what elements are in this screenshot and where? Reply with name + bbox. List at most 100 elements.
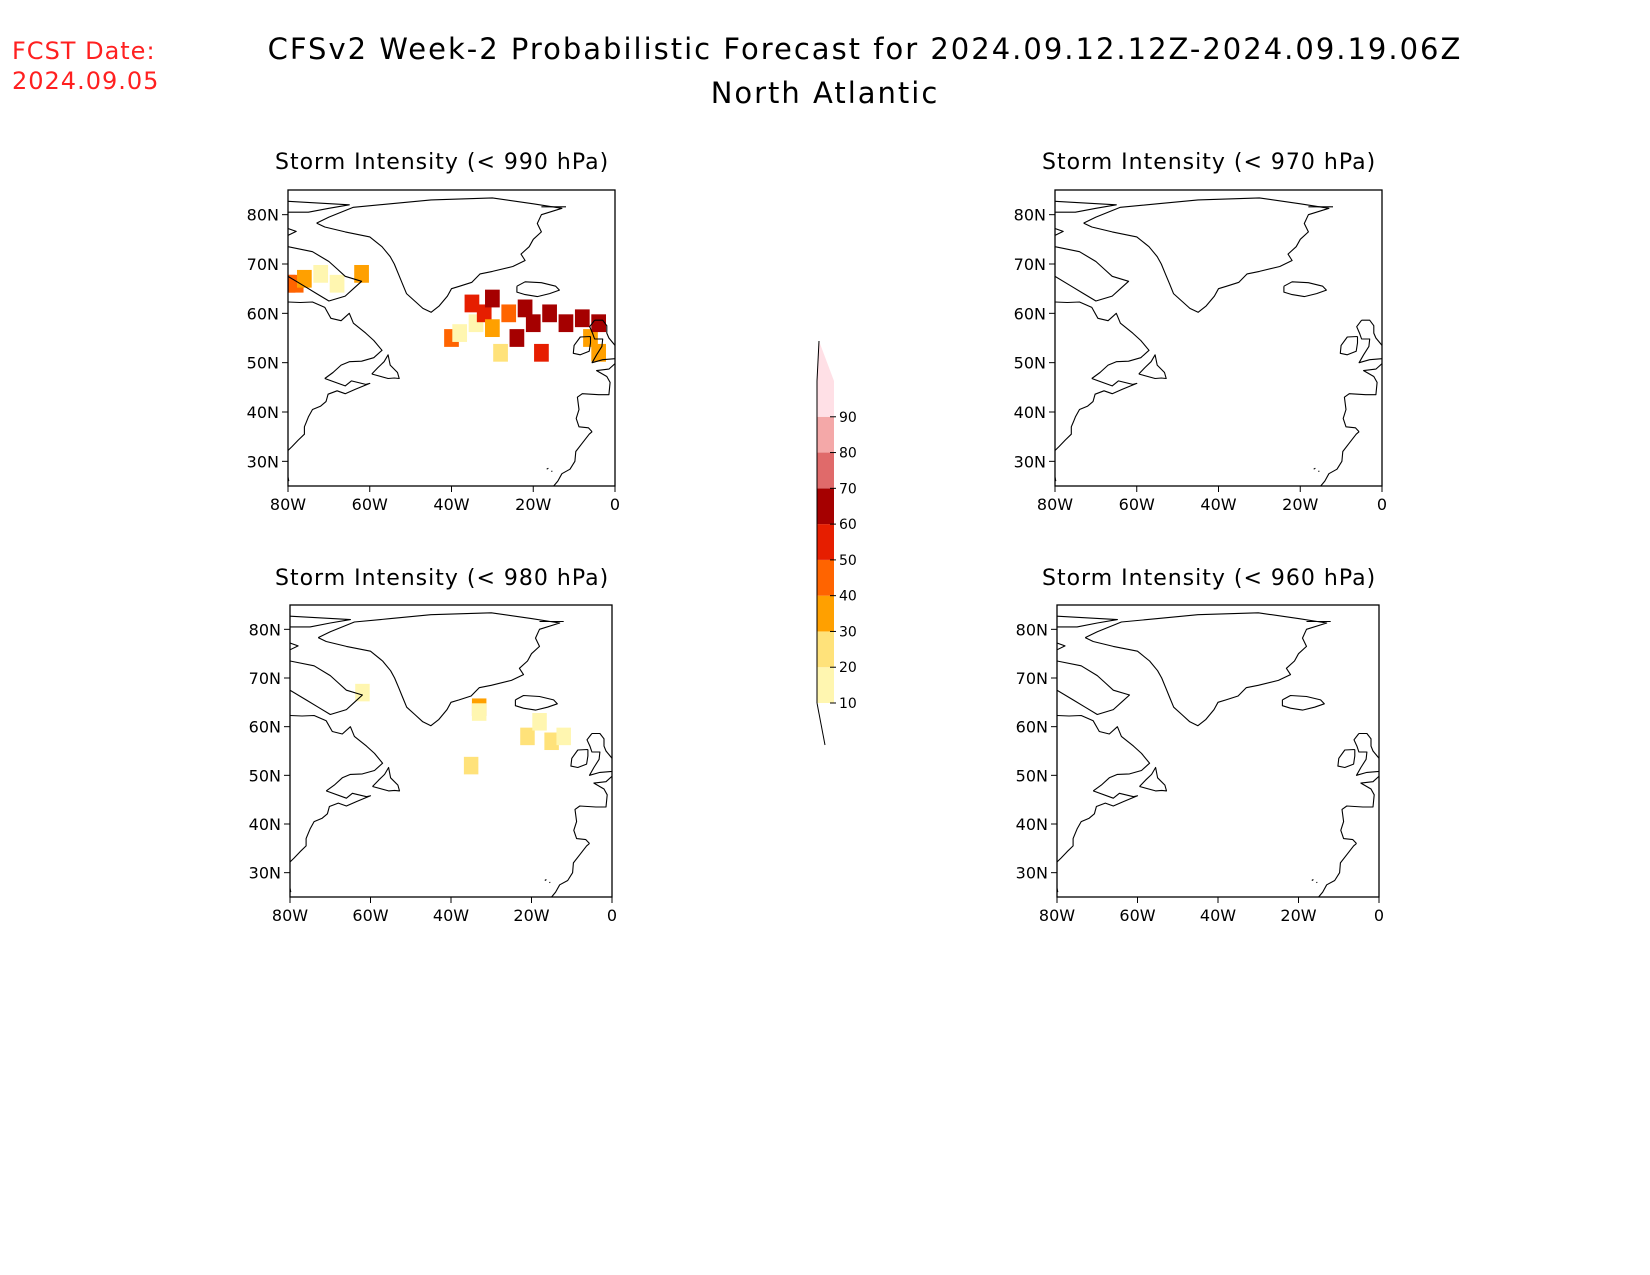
coastline: [1083, 197, 1330, 313]
panel-title-960: Storm Intensity (< 960 hPa): [1042, 566, 1377, 591]
coastline: [551, 470, 553, 472]
coastlines: [288, 197, 615, 486]
probability-cell: [525, 314, 541, 333]
coastline: [1318, 843, 1357, 897]
coastline: [1353, 732, 1379, 776]
probability-cell: [354, 264, 369, 283]
coastline: [1283, 281, 1327, 298]
lat-tick-label: 60N: [247, 304, 279, 323]
coastline: [1084, 612, 1328, 727]
lon-tick-label: 0: [610, 495, 620, 514]
colorbar-label: 20: [839, 660, 857, 676]
map-panel-p990: 80N 70N 60N 50N 40N 30N 80W 60W 40W 20W 0: [247, 189, 620, 514]
lat-tick-label: 40N: [1014, 403, 1046, 422]
map-frame: [1054, 189, 1383, 487]
coastline: [1311, 879, 1314, 881]
lon-tick-label: 60W: [1119, 495, 1155, 514]
lat-tick-label: 60N: [249, 718, 281, 737]
probability-cell: [476, 304, 492, 323]
lon-tick-label: 40W: [433, 906, 469, 925]
probability-cell: [532, 713, 547, 731]
coastline: [288, 377, 371, 451]
coastline: [553, 431, 593, 486]
probability-cell: [509, 329, 525, 347]
colorbar-swatch: [817, 631, 834, 668]
coastline: [1320, 431, 1360, 486]
probability-cell: [485, 319, 500, 338]
coastline: [1356, 319, 1382, 364]
probability-cell: [493, 343, 508, 362]
map-panel-p980: 80N 70N 60N 50N 40N 30N 80W 60W 40W 20W 0: [249, 604, 617, 925]
colorbar-swatch: [817, 381, 834, 417]
lon-tick-label: 40W: [433, 495, 469, 514]
lon-tick-label: 20W: [1282, 495, 1318, 514]
coastline: [290, 642, 299, 651]
colorbar-swatch: [817, 416, 834, 453]
panel-title-970: Storm Intensity (< 970 hPa): [1042, 150, 1377, 175]
coastline: [1057, 714, 1151, 792]
probability-cell: [574, 309, 590, 328]
forecast-date-label: FCST Date:: [12, 37, 156, 65]
colorbar-label: 10: [839, 696, 857, 712]
colorbar-label: 50: [839, 553, 857, 569]
colorbar-label: 40: [839, 589, 857, 605]
lat-tick-label: 30N: [1016, 864, 1048, 883]
coastline: [290, 714, 384, 792]
probability-cell: [558, 314, 574, 333]
probability-cell: [452, 324, 468, 342]
lat-tick-label: 70N: [1016, 669, 1048, 688]
lat-tick-label: 40N: [1016, 815, 1048, 834]
region-subtitle: North Atlantic: [710, 76, 940, 110]
probability-cell: [485, 289, 500, 308]
colorbar-bottom-edge: [816, 702, 826, 746]
probability-cell: [471, 703, 487, 721]
probability-cell: [591, 343, 607, 362]
lat-tick-label: 70N: [1014, 255, 1046, 274]
coastline: [1055, 227, 1064, 236]
colorbar: 10 20 30 40 50 60 70 80 90: [816, 340, 857, 746]
lat-tick-label: 80N: [1014, 206, 1046, 225]
coastline: [1057, 615, 1118, 628]
coastline: [551, 843, 590, 897]
probability-cell: [520, 727, 535, 746]
map-frame: [289, 604, 613, 898]
coastline: [586, 732, 612, 776]
map-frame: [1056, 604, 1380, 898]
colorbar-swatch: [817, 667, 834, 703]
forecast-date-value: 2024.09.05: [12, 67, 160, 95]
coastline: [1057, 790, 1139, 863]
coastline: [1055, 301, 1150, 379]
lon-tick-label: 80W: [270, 495, 306, 514]
coastline: [1281, 694, 1325, 711]
colorbar-swatch: [817, 524, 834, 560]
colorbar-swatch: [817, 452, 834, 489]
coastline: [570, 748, 589, 769]
coastline: [544, 879, 547, 881]
coastline: [546, 467, 549, 470]
colorbar-label: 80: [839, 446, 857, 462]
probability-cell: [542, 304, 557, 323]
coastline: [1057, 660, 1131, 716]
lat-tick-label: 70N: [249, 669, 281, 688]
colorbar-label: 60: [839, 517, 857, 533]
colorbar-top-cap: [817, 341, 834, 381]
lat-tick-label: 30N: [249, 864, 281, 883]
coastline: [316, 197, 563, 313]
coastline: [1139, 766, 1168, 792]
probability-cell: [534, 343, 549, 362]
coastline: [575, 363, 615, 433]
lat-tick-label: 50N: [249, 766, 281, 785]
coastline: [290, 790, 372, 863]
forecast-date-block: FCST Date: 2024.09.05: [12, 36, 159, 96]
coastlines: [1057, 612, 1379, 897]
coastline: [1055, 377, 1138, 451]
lat-tick-label: 60N: [1016, 718, 1048, 737]
colorbar-label: 90: [839, 410, 857, 426]
lat-tick-label: 50N: [1014, 354, 1046, 373]
colorbar-swatch: [817, 488, 834, 525]
lat-tick-label: 30N: [1014, 452, 1046, 471]
probability-cell: [463, 756, 479, 775]
coastline: [1342, 363, 1382, 433]
lat-tick-label: 80N: [247, 206, 279, 225]
coastline: [317, 612, 561, 727]
